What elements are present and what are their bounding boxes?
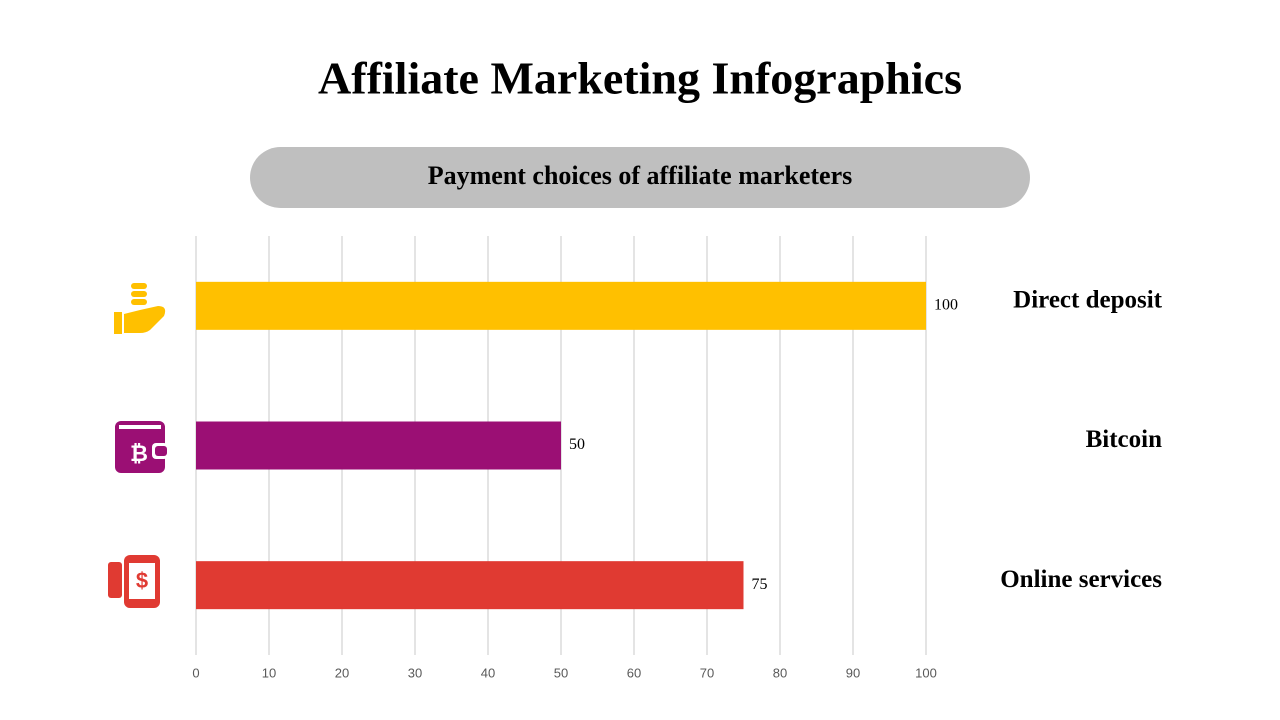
svg-text:$: $ [136, 568, 148, 593]
mobile-payment-icon: $ [108, 555, 160, 608]
x-tick-label: 40 [481, 665, 495, 680]
svg-text:₿: ₿ [130, 441, 148, 466]
category-label: Bitcoin [1086, 426, 1162, 453]
x-tick-label: 10 [262, 665, 276, 680]
x-tick-label: 30 [408, 665, 422, 680]
category-label: Direct deposit [1013, 287, 1162, 314]
x-tick-label: 60 [627, 665, 641, 680]
x-tick-label: 100 [915, 665, 937, 680]
x-tick-label: 80 [773, 665, 787, 680]
x-tick-label: 50 [554, 665, 568, 680]
hand-coins-icon [114, 283, 166, 334]
bitcoin-wallet-icon: ₿ [115, 421, 168, 473]
x-tick-label: 90 [846, 665, 860, 680]
bar [196, 281, 926, 330]
x-tick-label: 0 [192, 665, 199, 680]
chart-title: Affiliate Marketing Infographics [318, 53, 962, 104]
value-label: 50 [569, 436, 585, 453]
value-label: 75 [752, 576, 768, 593]
category-label: Online services [1000, 566, 1162, 593]
subtitle-pill [250, 147, 1030, 208]
bars: 100 Direct deposit 50 Bitcoin 75 Online servi… [196, 281, 1163, 610]
value-label: 100 [934, 297, 958, 314]
x-tick-label: 20 [335, 665, 349, 680]
x-tick-label: 70 [700, 665, 714, 680]
bar [196, 561, 744, 610]
bar [196, 421, 561, 470]
chart-subtitle: Payment choices of affiliate marketers [428, 161, 853, 190]
